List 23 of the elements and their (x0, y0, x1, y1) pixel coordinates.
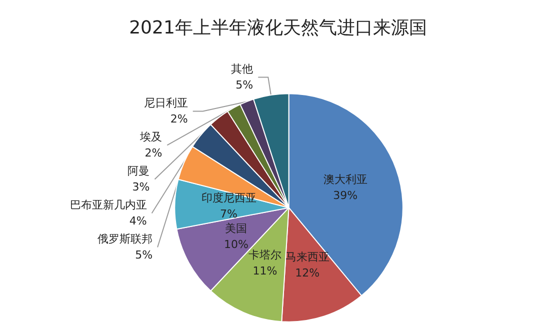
slice-label: 其他 (231, 62, 254, 76)
chart-title: 2021年上半年液化天然气进口来源国 (129, 18, 427, 38)
slice-label: 阿曼 (128, 164, 150, 178)
data-label: 2% (170, 112, 188, 126)
slice-label: 俄罗斯联邦 (98, 232, 153, 246)
data-label: 2% (144, 146, 162, 160)
slice-label: 巴布亚新几内亚 (70, 198, 147, 212)
data-label: 10% (224, 238, 248, 252)
slice-label: 埃及 (139, 130, 162, 144)
data-label: 7% (220, 207, 238, 220)
data-label: 39% (333, 188, 358, 202)
data-label: 5% (135, 248, 153, 262)
slice-label: 美国 (225, 222, 248, 236)
data-label: 4% (129, 214, 147, 228)
data-label: 12% (295, 266, 320, 280)
slice-label: 卡塔尔 (248, 248, 282, 262)
slice-label: 印度尼西亚 (201, 191, 256, 204)
slice-label: 澳大利亚 (323, 172, 368, 186)
data-label: 5% (236, 78, 254, 92)
slice-label: 马来西亚 (285, 250, 330, 264)
data-label: 11% (252, 264, 278, 278)
slice-label: 尼日利亚 (144, 96, 188, 110)
data-label: 3% (132, 180, 150, 194)
